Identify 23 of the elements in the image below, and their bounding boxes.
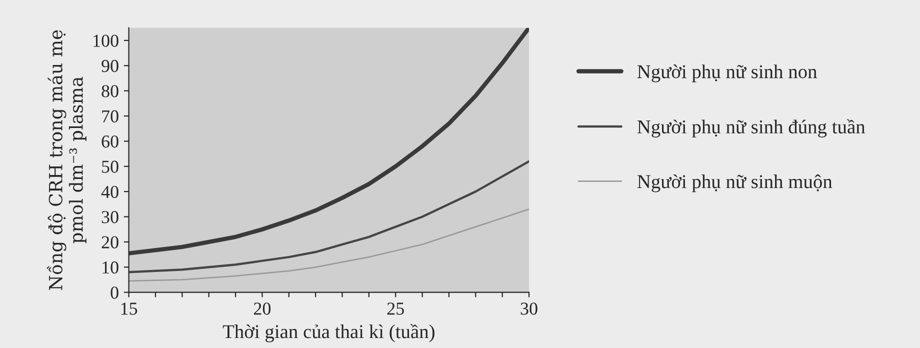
y-axis-title: Nồng độ CRH trong máu mẹ pmol dm⁻³ plasma (46, 30, 86, 290)
legend-label: Người phụ nữ sinh muộn (637, 174, 832, 192)
y-tick-label: 60 (102, 135, 118, 148)
line-series (128, 208, 529, 282)
x-tick-label: 30 (520, 302, 538, 315)
x-tick-label: 25 (387, 302, 404, 315)
x-tick-label: 15 (121, 302, 138, 315)
y-tick-label: 10 (102, 261, 118, 274)
y-tick-label: 50 (102, 160, 118, 173)
x-tick-label: 20 (254, 302, 271, 315)
legend-label: Người phụ nữ sinh non (637, 64, 817, 82)
legend-label: Người phụ nữ sinh đúng tuần (637, 119, 866, 138)
y-tick-label: 0 (110, 286, 118, 299)
y-tick-label: 30 (102, 211, 118, 224)
y-tick-label: 90 (102, 60, 118, 72)
y-tick-label: 100 (94, 34, 118, 47)
y-tick-label: 20 (102, 236, 118, 248)
x-axis-title: Thời gian của thai kì (tuần) (222, 324, 434, 342)
y-tick-label: 70 (102, 110, 118, 122)
line-series (128, 28, 529, 256)
y-tick-label: 80 (102, 85, 118, 98)
y-tick-label: 40 (101, 186, 118, 198)
line-series (128, 160, 529, 274)
